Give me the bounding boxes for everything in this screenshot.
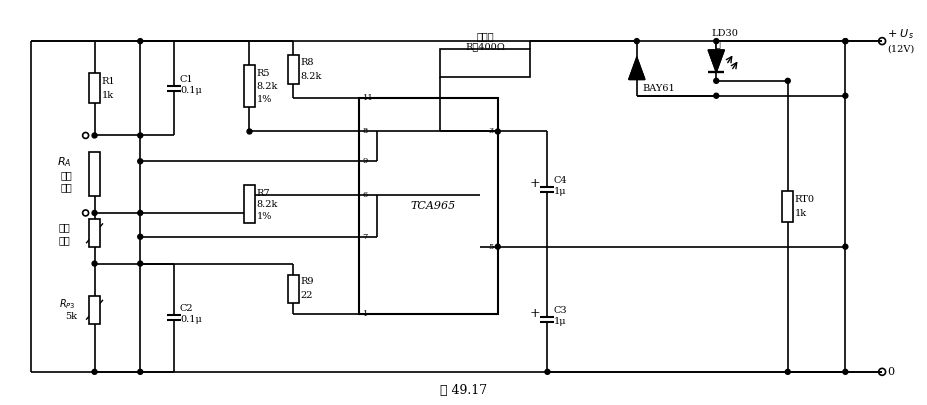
Circle shape	[784, 78, 790, 83]
Text: LD30: LD30	[710, 29, 737, 38]
Circle shape	[784, 369, 790, 374]
Polygon shape	[707, 50, 723, 72]
Text: 测量: 测量	[61, 171, 72, 180]
Bar	[359, 98, 497, 314]
Text: TCA965: TCA965	[410, 201, 455, 211]
Circle shape	[137, 211, 143, 215]
Circle shape	[137, 369, 143, 374]
Bar	[781, 191, 793, 222]
Circle shape	[495, 129, 500, 134]
Bar	[89, 296, 100, 324]
Text: R～400Ω: R～400Ω	[464, 43, 504, 51]
Text: 8.2k: 8.2k	[256, 82, 277, 91]
Text: 图 49.17: 图 49.17	[440, 384, 487, 397]
Circle shape	[137, 38, 143, 44]
Text: + $U_s$: + $U_s$	[886, 27, 913, 41]
Text: 8.2k: 8.2k	[256, 200, 277, 209]
Text: 1μ: 1μ	[552, 187, 565, 196]
Text: 9: 9	[362, 157, 368, 165]
Text: C2: C2	[180, 304, 194, 313]
Circle shape	[495, 244, 500, 249]
Circle shape	[713, 78, 718, 83]
Text: 8: 8	[362, 128, 368, 136]
Circle shape	[544, 369, 550, 374]
Bar	[244, 185, 255, 223]
Text: C1: C1	[180, 75, 194, 84]
Circle shape	[713, 38, 718, 44]
Text: 1k: 1k	[101, 91, 113, 100]
Circle shape	[92, 211, 97, 215]
Circle shape	[842, 93, 847, 98]
Text: 0: 0	[886, 367, 894, 377]
Circle shape	[842, 369, 847, 374]
Text: 红: 红	[714, 40, 719, 49]
Text: (12V): (12V)	[886, 45, 913, 53]
Text: R8: R8	[299, 58, 313, 67]
Circle shape	[137, 133, 143, 138]
Text: $R_{P3}$: $R_{P3}$	[58, 297, 75, 311]
Text: +: +	[529, 307, 540, 320]
Text: 1%: 1%	[256, 212, 272, 222]
Text: RT0: RT0	[794, 195, 814, 204]
Text: 22: 22	[299, 291, 312, 301]
Text: 7: 7	[362, 233, 368, 241]
Text: 11: 11	[362, 94, 373, 102]
Bar	[89, 73, 100, 103]
Text: 0.1μ: 0.1μ	[180, 315, 201, 324]
Text: 对象: 对象	[61, 183, 72, 193]
Bar	[287, 275, 298, 303]
Circle shape	[137, 234, 143, 239]
Text: +: +	[529, 177, 540, 190]
Circle shape	[92, 261, 97, 266]
Bar	[244, 66, 255, 107]
Text: 继电器: 继电器	[476, 33, 493, 42]
Circle shape	[842, 38, 847, 44]
Text: 1μ: 1μ	[552, 317, 565, 326]
Polygon shape	[629, 58, 644, 79]
Circle shape	[137, 159, 143, 164]
Text: 6: 6	[362, 191, 367, 199]
Text: R5: R5	[256, 69, 270, 78]
Text: R9: R9	[299, 277, 313, 286]
Circle shape	[247, 129, 252, 134]
Bar	[89, 152, 100, 196]
Circle shape	[713, 93, 718, 98]
Circle shape	[842, 38, 847, 44]
Text: $R_A$: $R_A$	[57, 156, 71, 169]
Bar	[89, 220, 100, 247]
Text: 3: 3	[488, 128, 493, 136]
Text: 1%: 1%	[256, 95, 272, 104]
Text: 1k: 1k	[794, 209, 806, 218]
Text: C4: C4	[552, 176, 566, 185]
Circle shape	[137, 261, 143, 266]
Circle shape	[634, 38, 639, 44]
Text: 1: 1	[362, 310, 368, 318]
Circle shape	[842, 244, 847, 249]
Text: C3: C3	[552, 306, 566, 315]
Bar	[287, 55, 298, 84]
Text: BAY61: BAY61	[642, 84, 675, 93]
Text: R7: R7	[256, 189, 270, 198]
Text: R1: R1	[101, 77, 115, 86]
Circle shape	[92, 369, 97, 374]
Text: 5: 5	[488, 243, 493, 251]
Text: 电阻: 电阻	[58, 236, 70, 245]
Text: 5k: 5k	[65, 312, 77, 321]
Text: 8.2k: 8.2k	[299, 72, 321, 81]
Text: 比较: 比较	[58, 223, 70, 232]
Bar	[439, 49, 529, 77]
Text: 0.1μ: 0.1μ	[180, 86, 201, 95]
Circle shape	[92, 133, 97, 138]
